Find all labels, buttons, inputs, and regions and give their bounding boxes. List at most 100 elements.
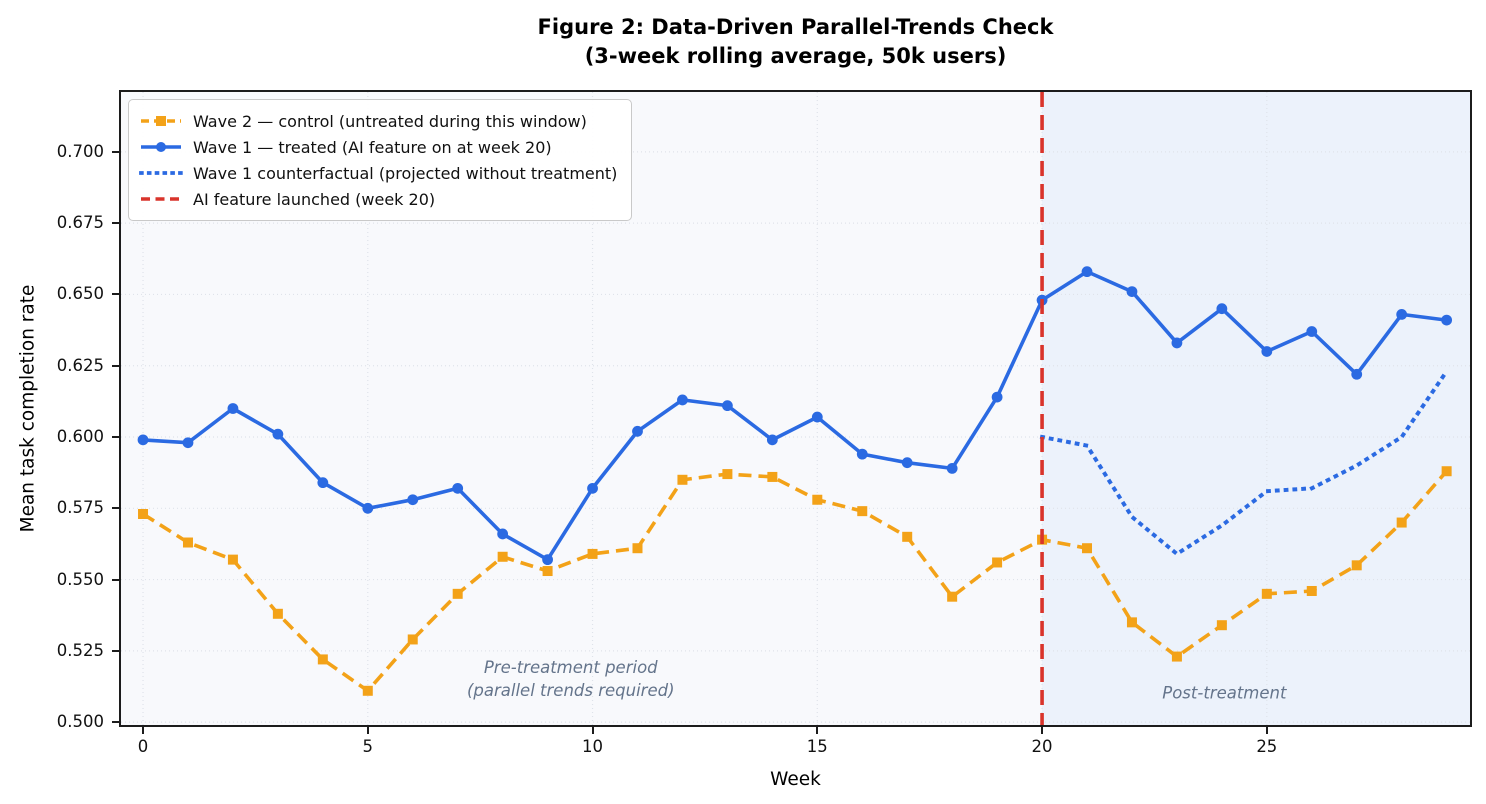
y-tick-mark <box>112 222 119 225</box>
y-tick-label: 0.550 <box>56 569 104 589</box>
data-point-circle <box>1306 326 1318 337</box>
data-point-square <box>1082 543 1093 554</box>
data-point-square <box>857 506 868 517</box>
data-point-circle <box>227 403 239 414</box>
legend-item-2: Wave 1 counterfactual (projected without… <box>139 160 617 186</box>
y-tick-mark <box>112 721 119 724</box>
x-tick-label: 5 <box>362 737 374 756</box>
data-point-circle <box>1261 346 1273 357</box>
data-point-square <box>1306 585 1317 596</box>
legend-item-1: Wave 1 — treated (AI feature on at week … <box>139 134 617 160</box>
legend-marker-square <box>156 116 166 126</box>
x-tick-mark <box>142 727 145 734</box>
x-tick-mark <box>816 727 819 734</box>
y-tick-label: 0.700 <box>56 141 104 161</box>
legend-label: Wave 1 — treated (AI feature on at week … <box>193 137 552 157</box>
y-tick-label: 0.625 <box>56 355 104 375</box>
y-axis-label: Mean task completion rate <box>17 284 39 533</box>
legend-swatch-dotted-icon <box>139 171 183 175</box>
y-tick-mark <box>112 507 119 510</box>
data-point-circle <box>1441 314 1453 326</box>
data-point-circle <box>1216 303 1228 315</box>
y-tick-mark <box>112 150 119 153</box>
data-point-square <box>227 554 238 565</box>
legend-item-0: Wave 2 — control (untreated during this … <box>139 108 617 134</box>
x-tick-label: 15 <box>806 737 828 756</box>
x-tick-label: 0 <box>137 737 149 756</box>
data-point-circle <box>721 400 733 412</box>
data-point-square <box>1396 517 1407 528</box>
data-point-square <box>587 548 598 559</box>
y-tick-label: 0.575 <box>56 498 104 518</box>
data-point-circle <box>182 437 194 449</box>
data-point-square <box>902 531 913 542</box>
legend-swatch-solid-icon <box>141 142 181 152</box>
data-point-square <box>182 537 193 548</box>
data-point-circle <box>946 462 958 474</box>
data-point-circle <box>677 394 688 406</box>
series-line-1 <box>142 269 1447 562</box>
series-line-2 <box>1039 368 1450 556</box>
data-point-square <box>1171 651 1182 662</box>
data-point-square <box>1261 588 1272 599</box>
data-point-square <box>407 634 418 645</box>
x-tick-mark <box>591 727 594 734</box>
legend-marker-circle <box>156 142 166 152</box>
y-tick-mark <box>112 649 119 652</box>
data-point-square <box>1126 617 1137 628</box>
data-point-square <box>992 557 1003 568</box>
data-point-circle <box>1351 368 1363 380</box>
data-point-circle <box>407 494 419 506</box>
chart-canvas <box>121 92 1470 725</box>
data-point-square <box>722 469 733 480</box>
y-tick-label: 0.675 <box>56 213 104 233</box>
data-point-circle <box>901 457 913 469</box>
y-tick-mark <box>112 293 119 296</box>
data-point-circle <box>272 428 284 440</box>
annotation-line: Pre-treatment period <box>483 657 658 677</box>
data-point-circle <box>542 554 553 566</box>
annotation-line: Post-treatment <box>1162 683 1287 703</box>
data-point-circle <box>632 425 643 437</box>
y-tick-label: 0.600 <box>56 427 104 446</box>
series-line-0 <box>142 470 1448 693</box>
legend-label: Wave 2 — control (untreated during this … <box>193 111 587 131</box>
data-point-circle <box>587 482 598 494</box>
x-tick-mark <box>1041 727 1044 734</box>
data-point-square <box>452 588 463 599</box>
legend-label: AI feature launched (week 20) <box>193 189 436 209</box>
data-point-square <box>812 494 823 505</box>
data-point-square <box>677 474 688 485</box>
data-point-circle <box>811 411 823 423</box>
chart-title-line1: Figure 2: Data-Driven Parallel-Trends Ch… <box>537 15 1054 39</box>
x-tick-label: 25 <box>1256 737 1278 756</box>
data-point-square <box>767 471 778 482</box>
data-point-square <box>542 566 553 577</box>
data-point-square <box>1441 466 1452 477</box>
data-point-circle <box>317 477 329 489</box>
y-tick-mark <box>112 436 119 438</box>
legend-swatch-vline-dashed-icon <box>141 197 181 201</box>
data-point-circle <box>1396 309 1408 320</box>
pre-treatment-annotation: Pre-treatment period (parallel trends req… <box>467 656 675 702</box>
y-tick-label: 0.650 <box>56 284 104 304</box>
data-point-square <box>497 551 508 562</box>
data-point-square <box>1351 560 1362 571</box>
post-treatment-annotation: Post-treatment <box>1162 682 1286 705</box>
chart-title: Figure 2: Data-Driven Parallel-Trends Ch… <box>119 13 1472 71</box>
post-treatment-shade <box>1042 92 1470 725</box>
legend-swatch-dashed-icon <box>141 116 181 126</box>
legend-box: Wave 2 — control (untreated during this … <box>128 99 633 221</box>
legend-item-3: AI feature launched (week 20) <box>139 186 617 212</box>
y-tick-label: 0.500 <box>56 712 104 732</box>
y-tick-mark <box>112 578 119 581</box>
data-point-circle <box>1081 266 1093 278</box>
x-tick-mark <box>366 727 369 734</box>
data-point-square <box>317 654 328 665</box>
x-axis-label: Week <box>770 769 821 790</box>
data-point-circle <box>1126 286 1138 297</box>
data-point-square <box>272 608 283 619</box>
y-tick-mark <box>112 364 119 367</box>
data-point-circle <box>362 502 374 514</box>
